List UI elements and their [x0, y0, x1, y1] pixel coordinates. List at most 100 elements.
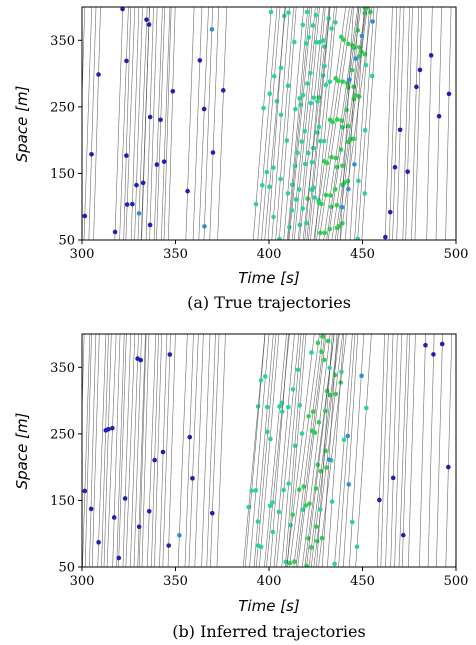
- trajectory-point: [349, 67, 355, 73]
- trajectory-point: [322, 408, 328, 414]
- trajectory-point: [136, 211, 142, 216]
- trajectory-point: [319, 535, 325, 541]
- trajectory-line: [419, 334, 426, 567]
- trajectory-line: [361, 7, 378, 240]
- trajectory-line: [198, 7, 209, 240]
- trajectory-line: [177, 334, 188, 567]
- trajectory-point: [130, 201, 135, 207]
- y-tick-label: 250: [50, 100, 75, 115]
- x-axis-title-true: Time [s]: [238, 269, 300, 287]
- trajectory-point: [304, 9, 310, 15]
- trajectory-line: [140, 7, 150, 240]
- caption-inferred: (b) Inferred trajectories: [172, 622, 365, 641]
- trajectory-point: [264, 404, 270, 410]
- trajectory-point: [317, 39, 322, 45]
- trajectory-point: [307, 501, 312, 507]
- trajectory-point: [355, 28, 361, 33]
- trajectory-line: [281, 334, 302, 567]
- trajectory-point: [120, 7, 125, 12]
- trajectory-point: [308, 100, 314, 106]
- trajectory-point: [167, 352, 173, 357]
- trajectory-point: [423, 342, 428, 348]
- trajectory-line: [151, 334, 159, 567]
- trajectory-line: [394, 334, 403, 567]
- trajectory-point: [88, 506, 94, 512]
- trajectory-point: [306, 150, 311, 156]
- trajectory-point: [158, 117, 163, 123]
- trajectory-point: [267, 184, 272, 190]
- trajectory-point: [296, 487, 302, 493]
- trajectory-point: [302, 128, 308, 134]
- trajectory-point: [339, 204, 345, 210]
- trajectory-point: [305, 81, 310, 86]
- trajectory-line: [103, 334, 112, 567]
- trajectory-point: [324, 160, 330, 166]
- trajectory-point: [363, 62, 369, 68]
- y-axis-title-inferred: Space [m]: [13, 412, 31, 489]
- trajectory-line: [259, 334, 280, 567]
- trajectory-line: [297, 334, 327, 567]
- trajectory-point: [278, 65, 284, 71]
- trajectory-point: [312, 430, 318, 436]
- trajectory-point: [332, 187, 338, 192]
- trajectory-point: [304, 220, 309, 226]
- trajectory-point: [161, 159, 167, 164]
- trajectory-point: [439, 341, 445, 347]
- trajectory-point: [327, 79, 333, 84]
- trajectory-point: [428, 53, 434, 58]
- trajectory-point: [306, 35, 312, 40]
- trajectory-point: [329, 154, 334, 160]
- y-tick-label: 50: [58, 561, 75, 576]
- trajectory-line: [185, 7, 195, 240]
- trajectory-point: [322, 230, 328, 236]
- trajectory-line: [154, 334, 162, 567]
- trajectory-point: [286, 225, 292, 230]
- trajectory-point: [285, 83, 291, 89]
- trajectory-point: [327, 392, 333, 398]
- trajectory-line: [188, 334, 199, 567]
- trajectory-point: [326, 457, 332, 463]
- trajectory-point: [346, 41, 351, 47]
- trajectory-point: [106, 426, 111, 432]
- trajectory-point: [271, 74, 277, 79]
- trajectory-point: [96, 540, 101, 545]
- trajectory-point: [293, 197, 299, 202]
- trajectory-point: [352, 162, 357, 167]
- trajectory-line: [82, 334, 85, 423]
- trajectory-point: [310, 23, 316, 28]
- trajectory-point: [160, 449, 166, 455]
- panel-true-trajectories: 300 350 400 450 500 50 150 250 350 Time [s] Spac…: [13, 6, 468, 312]
- trajectory-line: [167, 7, 176, 240]
- trajectory-point: [364, 405, 369, 411]
- trajectory-point: [76, 220, 81, 225]
- trajectory-point: [359, 33, 365, 39]
- trajectory-line: [89, 334, 97, 567]
- trajectory-point: [315, 99, 320, 104]
- trajectory-point: [311, 95, 317, 100]
- trajectory-point: [341, 37, 347, 43]
- trajectory-line: [184, 334, 194, 567]
- trajectory-line: [145, 7, 154, 240]
- trajectory-point: [319, 201, 324, 207]
- trajectory-point: [328, 193, 333, 198]
- y-axis-title-true: Space [m]: [13, 85, 31, 162]
- trajectory-point: [364, 7, 370, 11]
- trajectory-line: [408, 334, 416, 567]
- trajectory-point: [265, 429, 270, 435]
- trajectory-point: [322, 357, 327, 363]
- trajectory-point: [323, 448, 328, 454]
- trajectory-line: [398, 334, 408, 567]
- trajectory-point: [292, 559, 297, 564]
- trajectory-line: [338, 334, 356, 567]
- trajectory-line: [134, 7, 143, 240]
- trajectory-point: [313, 486, 319, 491]
- trajectory-point: [138, 357, 143, 363]
- trajectory-line: [261, 7, 281, 240]
- trajectory-point: [144, 17, 149, 22]
- trajectory-point: [255, 519, 261, 524]
- trajectory-point: [417, 67, 423, 73]
- trajectory-line: [445, 7, 452, 240]
- trajectory-line: [149, 7, 158, 240]
- trajectory-marks-inferred: [82, 334, 456, 567]
- trajectory-point: [190, 476, 195, 481]
